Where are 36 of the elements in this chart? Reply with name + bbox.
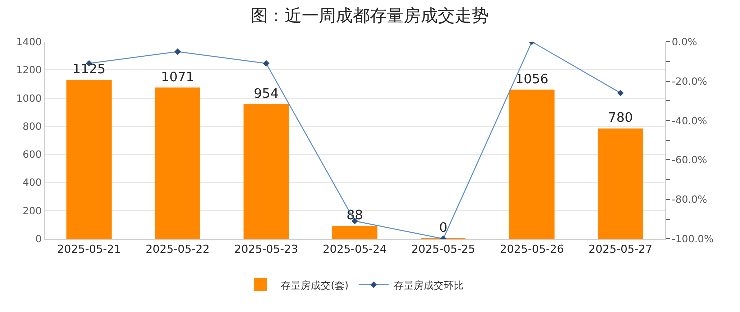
bar: [244, 104, 290, 239]
y-tick-label: 1200: [16, 66, 42, 77]
y-tick-label: 1400: [16, 38, 42, 48]
x-tick-label: 2025-05-27: [588, 243, 653, 256]
bar: [510, 90, 555, 239]
bar: [155, 88, 200, 239]
y2-tick-label: -80.0%: [672, 195, 708, 206]
y2-tick-label: -100.0%: [672, 234, 714, 246]
legend-label: 存量房成交(套): [281, 280, 349, 292]
data-label: 1056: [516, 72, 549, 88]
x-tick-label: 2025-05-24: [323, 243, 387, 256]
y2-tick-label: -60.0%: [672, 156, 708, 167]
data-label: 0: [439, 221, 448, 236]
x-tick-label: 2025-05-23: [234, 243, 298, 256]
data-label: 1125: [72, 62, 106, 78]
y2-tick-label: -20.0%: [672, 76, 708, 88]
data-label: 1071: [161, 70, 194, 86]
x-tick-label: 2025-05-21: [57, 243, 122, 256]
x-tick-label: 2025-05-22: [146, 243, 210, 256]
bar: [66, 80, 112, 239]
y-tick-label: 400: [22, 178, 42, 190]
y-tick-label: 600: [22, 150, 42, 162]
y-tick-label: 0: [36, 234, 42, 246]
bar: [598, 128, 644, 239]
data-label: 780: [608, 111, 634, 126]
x-tick-label: 2025-05-26: [500, 243, 564, 256]
bar: [332, 226, 378, 239]
y2-tick-label: -40.0%: [672, 116, 708, 128]
y-tick-label: 1000: [16, 94, 42, 105]
data-label: 954: [254, 86, 279, 102]
x-tick-label: 2025-05-25: [412, 243, 476, 256]
y2-tick-label: 0.0%: [672, 38, 698, 48]
y-tick-label: 200: [22, 206, 42, 218]
chart-title: 图：近一周成都存量房成交走势: [251, 6, 489, 26]
legend-label: 存量房成交环比: [394, 280, 464, 292]
y-tick-label: 800: [22, 122, 42, 133]
